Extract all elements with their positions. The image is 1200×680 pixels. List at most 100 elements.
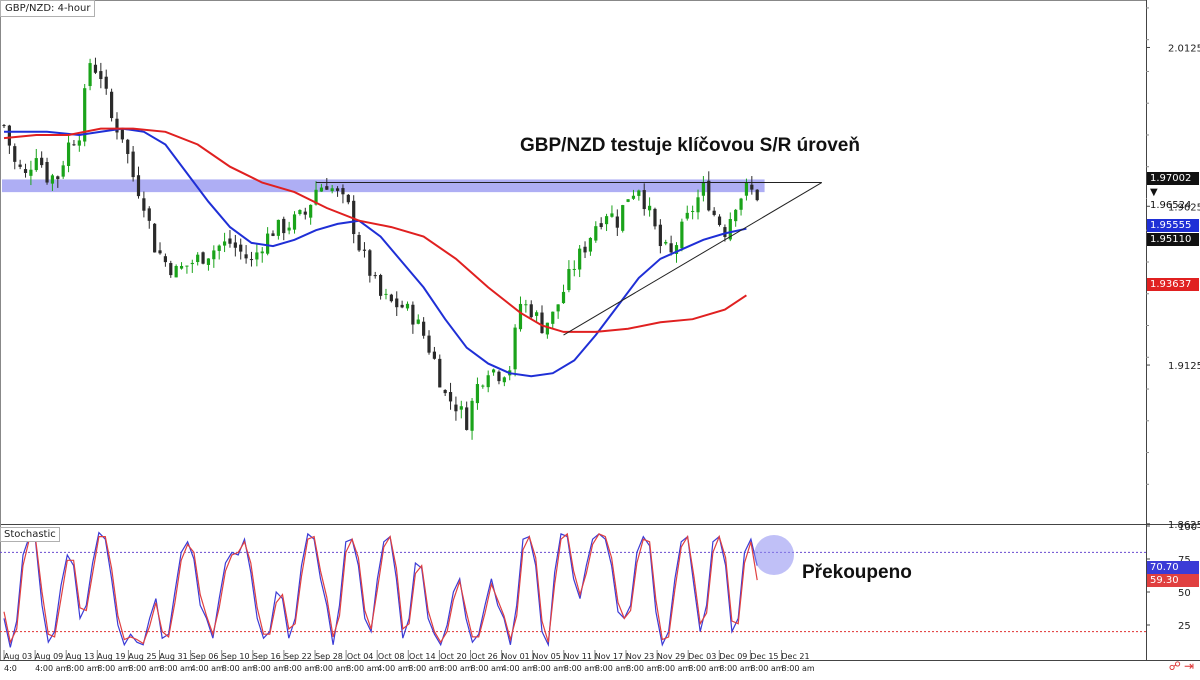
candle-body <box>432 351 436 359</box>
candle-body <box>642 190 646 210</box>
candle-body <box>115 118 119 133</box>
candle-body <box>271 233 275 236</box>
candle-body <box>50 175 55 184</box>
time-tick-label: 8:00 am <box>657 664 690 673</box>
candle-body <box>222 241 227 246</box>
slow-moving-average-line <box>3 127 747 333</box>
candle-body <box>298 210 302 214</box>
candle-body <box>40 157 44 166</box>
candle-body <box>755 189 759 201</box>
candle-body <box>352 200 356 235</box>
date-tick-label: Sep 28 <box>315 652 343 661</box>
price-axis: 2.01255 1.96255 1.91255 1.86255 <box>1146 7 1200 531</box>
date-tick-label: Nov 17 <box>595 652 623 661</box>
candle-body <box>486 375 490 388</box>
fast-moving-average-line <box>4 127 747 378</box>
time-tick-label: 8:00 am <box>160 664 193 673</box>
candle-body <box>540 312 544 334</box>
candle-body <box>61 165 65 177</box>
candle-body <box>400 304 404 308</box>
candle-body <box>680 221 684 249</box>
candle-body <box>249 259 254 261</box>
candle-body <box>588 237 593 252</box>
candle-body <box>34 158 38 171</box>
candle-body <box>260 251 264 254</box>
candle-body <box>66 142 71 166</box>
time-tick-label: 8:00 am <box>439 664 472 673</box>
candle-body <box>691 210 695 212</box>
candle-body <box>567 268 571 291</box>
stochastic-d-line <box>3 532 758 645</box>
time-tick-label: 8:00 am <box>128 664 161 673</box>
time-tick-label: 8:00 am <box>595 664 628 673</box>
candle-body <box>179 265 184 269</box>
candle-body <box>303 211 307 215</box>
candle-body <box>739 198 743 210</box>
candle-body <box>497 371 501 382</box>
candle-body <box>454 404 458 412</box>
date-tick-label: Aug 13 <box>66 652 94 661</box>
stoch-tick-label: 100 <box>1178 522 1197 533</box>
sr-zone <box>2 179 765 193</box>
candle-body <box>287 227 291 231</box>
candle-body <box>696 197 700 213</box>
candle-body <box>572 268 576 270</box>
date-tick-label: Dec 15 <box>750 652 778 661</box>
candle-body <box>535 312 539 316</box>
link-icon[interactable]: ☍ <box>1168 659 1181 673</box>
date-tick-label: Aug 31 <box>159 652 187 661</box>
time-tick-label: 8:00 am <box>750 664 783 673</box>
time-tick-label: 8:00 am <box>564 664 597 673</box>
date-tick-label: Oct 20 <box>440 652 467 661</box>
time-tick-label: 4:00 am <box>191 664 224 673</box>
candle-body <box>384 293 388 295</box>
date-tick-label: Aug 09 <box>35 652 63 661</box>
slow-ma-price-tag: 1.93637 <box>1147 278 1199 291</box>
candle-body <box>88 63 92 87</box>
candle-body <box>239 244 243 252</box>
candle-body <box>319 187 324 192</box>
date-tick-label: Nov 11 <box>564 652 592 661</box>
candle-body <box>72 144 76 146</box>
candle-body <box>309 204 313 218</box>
trendlines-layer <box>316 182 823 336</box>
price-tick-label: 2.01255 <box>1168 43 1200 54</box>
candle-body <box>637 190 641 196</box>
stoch-d-tag: 59.30 <box>1147 574 1199 587</box>
moving-averages-layer <box>3 127 747 378</box>
candle-body <box>185 265 189 267</box>
candle-body <box>610 213 614 217</box>
time-tick-label: 8:00 am <box>253 664 286 673</box>
candle-body <box>664 241 668 244</box>
candle-body <box>653 208 657 227</box>
candle-body <box>658 224 662 247</box>
candle-body <box>373 275 377 277</box>
candle-body <box>93 64 98 73</box>
candle-body <box>465 407 469 430</box>
candle-body <box>56 176 60 180</box>
ascending-trendline <box>563 182 823 336</box>
current-price-tag: ▼ 1.96524 <box>1147 186 1199 211</box>
candle-body <box>669 243 673 253</box>
candle-body <box>341 188 345 195</box>
date-tick-label: Oct 08 <box>378 652 405 661</box>
candle-body <box>196 254 200 263</box>
date-tick-label: Dec 03 <box>688 652 716 661</box>
stochastic-layer <box>0 531 1146 648</box>
date-tick-label: Nov 29 <box>657 652 685 661</box>
time-tick-label: 8:00 am <box>471 664 504 673</box>
candle-body <box>545 322 549 335</box>
time-tick-label: 8:00 am <box>66 664 99 673</box>
date-tick-label: Nov 23 <box>626 652 654 661</box>
date-tick-label: Sep 06 <box>191 652 219 661</box>
candle-body <box>599 223 603 227</box>
arrow-right-icon[interactable]: ⇥ <box>1183 659 1194 673</box>
candle-body <box>18 164 22 167</box>
candle-body <box>23 169 28 173</box>
candle-body <box>131 151 135 178</box>
candle-body <box>77 140 81 146</box>
candle-body <box>228 238 232 244</box>
corner-icons: ☍ ⇥ <box>1166 659 1194 673</box>
